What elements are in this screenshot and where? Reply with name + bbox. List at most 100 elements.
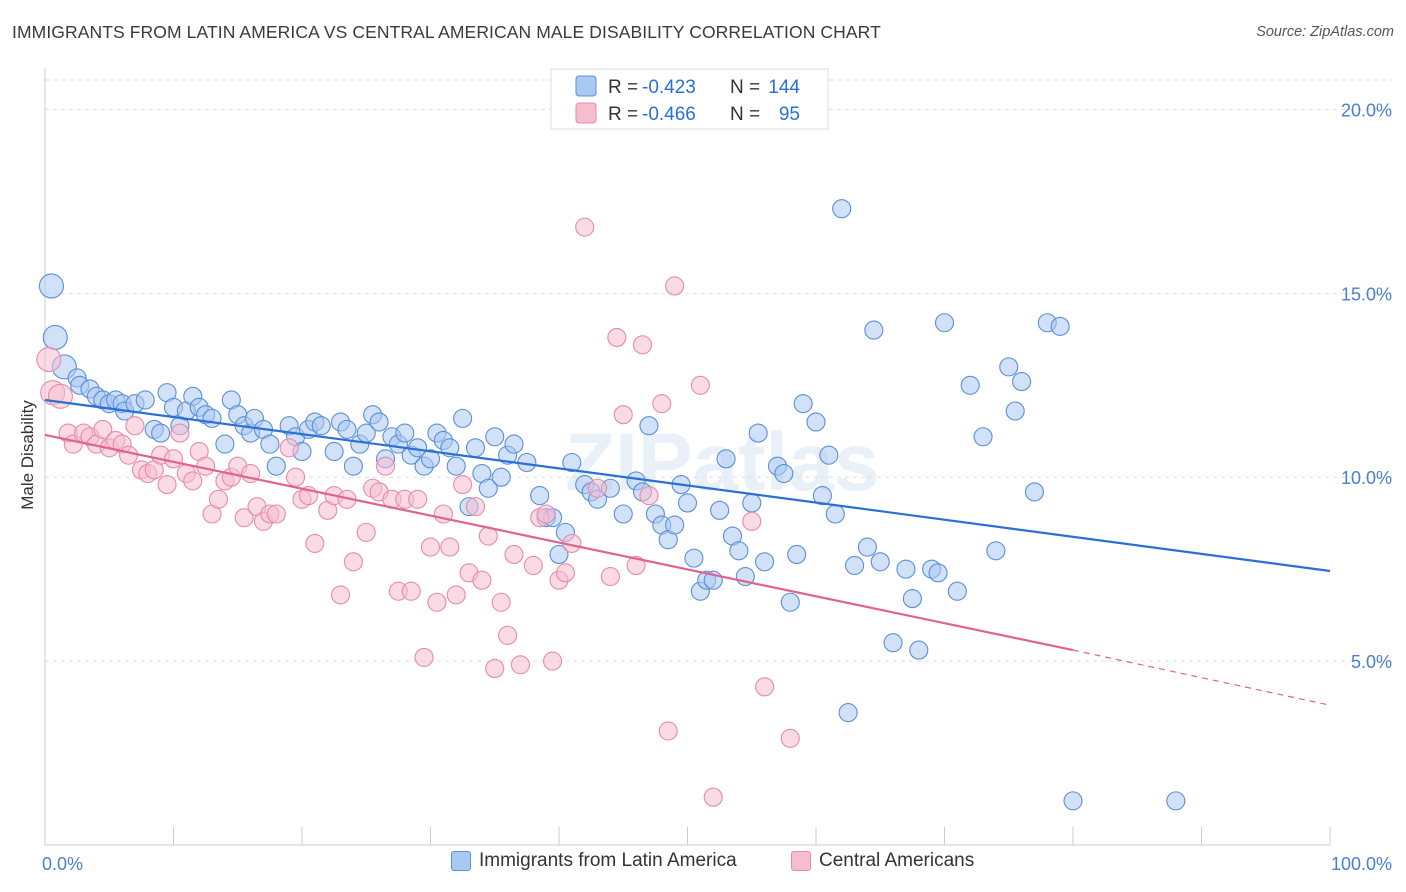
pink-point (401, 581, 421, 601)
blue-point (478, 478, 498, 498)
blue-point (549, 544, 569, 564)
legend-label: Immigrants from Latin America (479, 850, 737, 871)
blue-point (928, 563, 948, 583)
blue-point (38, 273, 64, 299)
blue-point (755, 552, 775, 572)
blue-point (793, 394, 813, 414)
pink-point (330, 585, 351, 605)
blue-point (395, 423, 415, 443)
pink-point (498, 625, 518, 645)
pink-point (607, 327, 627, 348)
legend-top-n-label: N = (730, 77, 760, 98)
legend-top: R = -0.423 N = 144 R = -0.466 N = 95 (550, 68, 829, 130)
pink-point (465, 497, 486, 517)
pink-point (504, 544, 524, 564)
pink-point (742, 511, 762, 531)
series-central-americans-points (36, 217, 800, 807)
blue-point (832, 199, 852, 219)
blue-point (311, 416, 331, 436)
pink-point (305, 533, 325, 553)
blue-point (151, 423, 171, 443)
pink-point (183, 471, 203, 491)
legend-top-r-label: R = (608, 104, 638, 125)
pink-point (626, 555, 646, 576)
legend-bottom: Immigrants from Latin America Central Am… (0, 850, 1406, 880)
legend-top-box (550, 68, 829, 130)
pink-point (600, 566, 620, 587)
tick-labels: 5.0% 10.0% 15.0% 20.0% 0.0% 100.0% (42, 100, 1392, 874)
blue-point (420, 449, 441, 469)
blue-point (1024, 482, 1044, 502)
blue-point (1005, 401, 1025, 421)
legend-top-pink-swatch (575, 102, 597, 124)
pink-point (632, 335, 653, 355)
blue-point (665, 515, 685, 535)
chart-title: IMMIGRANTS FROM LATIN AMERICA VS CENTRAL… (12, 22, 881, 42)
blue-point (960, 375, 980, 395)
blue-point (909, 640, 929, 660)
blue-point (343, 456, 363, 476)
blue-point (883, 633, 903, 653)
pink-point (575, 217, 595, 237)
blue-point (1012, 372, 1032, 392)
pink-point (440, 537, 460, 557)
pink-point (279, 438, 299, 458)
y-tick-label: 10.0% (1341, 468, 1392, 488)
pink-point (414, 647, 434, 667)
pink-point (208, 489, 229, 509)
blue-point (562, 452, 582, 473)
blue-point (453, 408, 473, 428)
legend-top-n-label: N = (730, 104, 760, 125)
blue-point (710, 500, 730, 520)
blue-point (369, 412, 389, 432)
blue-point (812, 486, 832, 506)
blue-point (202, 408, 222, 428)
pink-point (472, 570, 492, 590)
trend-lines (44, 398, 1331, 706)
y-tick-label: 15.0% (1341, 284, 1392, 304)
pink-point (780, 728, 800, 748)
pink-point (665, 276, 685, 296)
trend-line-central-americans (44, 433, 1074, 652)
pink-point (510, 655, 531, 675)
pink-point (170, 423, 190, 443)
pink-point (125, 416, 145, 436)
blue-point (465, 438, 486, 458)
pink-point (485, 658, 505, 679)
blue-point (530, 486, 550, 506)
pink-point (375, 456, 396, 476)
pink-point (446, 585, 466, 605)
legend-item-latin-america: Immigrants from Latin America (451, 850, 737, 872)
trend-line-extension (1072, 649, 1331, 706)
legend-swatch-blue (451, 851, 471, 871)
pink-point (639, 486, 659, 506)
blue-point (337, 419, 357, 439)
legend-top-r-label: R = (608, 77, 638, 98)
legend-top-n-value: 95 (779, 104, 800, 125)
legend-top-blue-swatch (575, 75, 597, 97)
pink-point (93, 419, 113, 439)
pink-point (408, 489, 428, 509)
pink-point (118, 445, 139, 465)
blue-point (902, 589, 922, 609)
pink-point (491, 592, 511, 612)
legend-swatch-pink (791, 851, 811, 871)
blue-point (896, 559, 916, 579)
blue-point (260, 434, 280, 454)
legend-top-n-value: 144 (768, 77, 800, 98)
blue-point (613, 504, 633, 524)
pink-point (356, 522, 376, 542)
blue-point (934, 313, 955, 333)
pink-point (36, 346, 62, 373)
blue-point (485, 427, 505, 447)
blue-point (748, 423, 768, 443)
x-tick-label: 100.0% (1331, 854, 1392, 874)
blue-point (819, 445, 839, 465)
blue-point (324, 441, 344, 462)
legend-top-r-value: -0.423 (642, 77, 696, 98)
pink-point (555, 563, 575, 583)
pink-point (420, 537, 441, 557)
blue-point (999, 357, 1019, 377)
blue-point (825, 504, 845, 524)
blue-point (1166, 791, 1186, 811)
